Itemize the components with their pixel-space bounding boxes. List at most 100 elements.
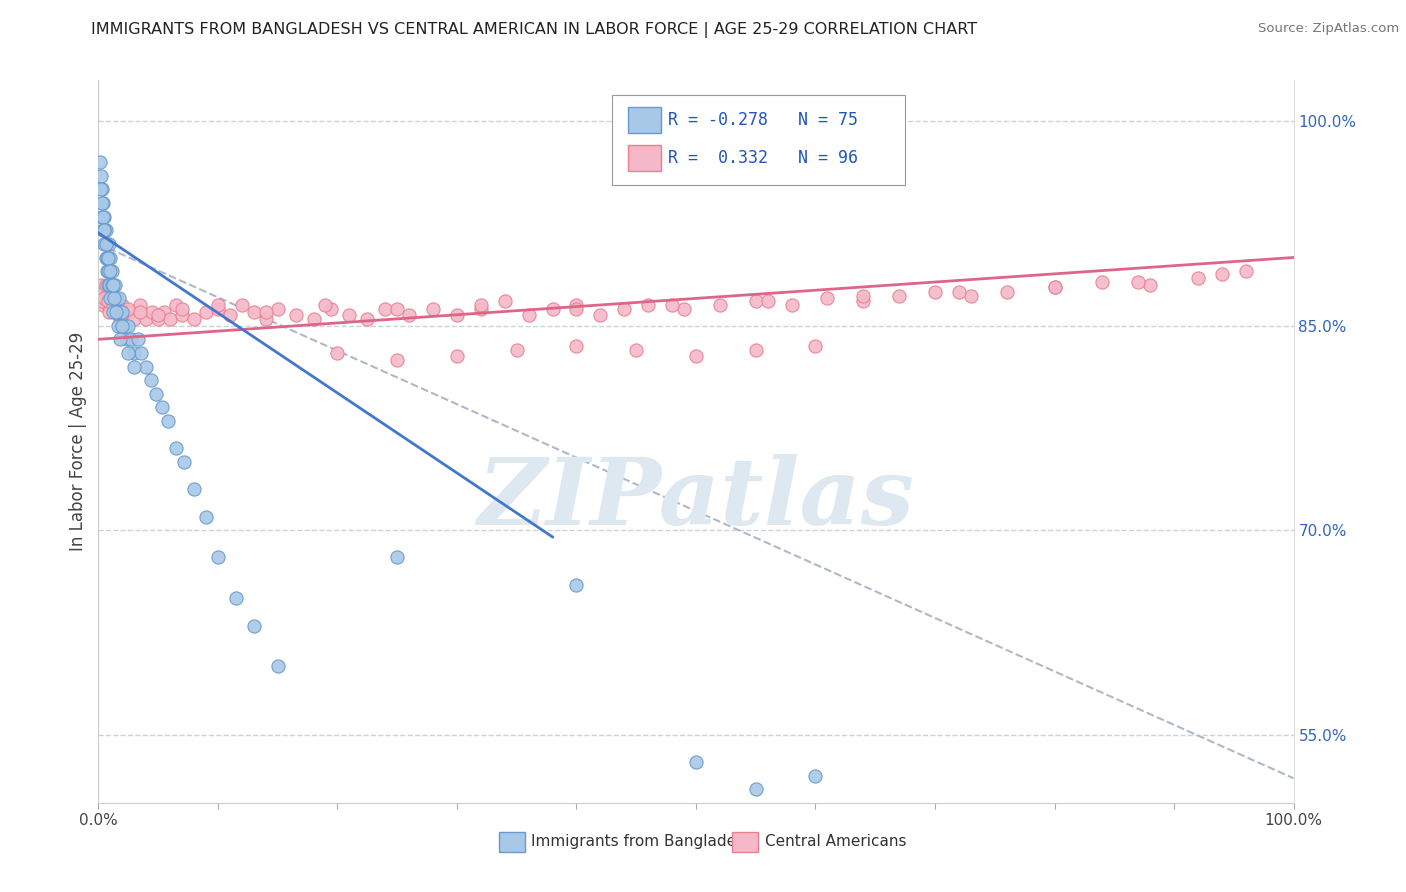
Point [120, 332, 142, 346]
Point [948, 285, 970, 299]
Point [98, 285, 122, 299]
Point [129, 305, 152, 319]
Point [124, 359, 146, 374]
Point [97, 264, 120, 278]
Text: Immigrants from Bangladesh: Immigrants from Bangladesh [531, 834, 754, 849]
Point [141, 305, 163, 319]
Point [374, 302, 396, 317]
Point [90, 277, 112, 292]
Point [98, 251, 122, 265]
Y-axis label: In Labor Force | Age 25-29: In Labor Force | Age 25-29 [69, 332, 87, 551]
Point [889, 288, 911, 302]
Point [108, 311, 131, 326]
Point [139, 373, 162, 387]
Point [565, 339, 588, 353]
Point [105, 305, 128, 319]
Point [111, 305, 134, 319]
Point [195, 305, 218, 319]
Point [117, 305, 139, 319]
Point [284, 308, 307, 322]
Point [565, 577, 588, 591]
Point [103, 292, 125, 306]
Point [470, 302, 492, 317]
Point [111, 318, 134, 333]
Point [804, 768, 827, 782]
Point [1043, 280, 1066, 294]
Point [98, 264, 122, 278]
Point [98, 277, 122, 292]
Point [90, 169, 112, 183]
Text: ZIPatlas: ZIPatlas [478, 454, 914, 544]
Point [356, 311, 378, 326]
Point [506, 343, 529, 358]
Point [673, 302, 696, 317]
Point [243, 618, 266, 632]
Point [101, 298, 124, 312]
Point [1211, 267, 1233, 281]
Point [207, 550, 229, 565]
Point [91, 292, 114, 306]
Point [815, 292, 838, 306]
Text: Central Americans: Central Americans [765, 834, 907, 849]
Point [637, 298, 659, 312]
Point [446, 349, 468, 363]
Point [565, 298, 588, 312]
Point [104, 277, 127, 292]
Point [111, 298, 134, 312]
Point [108, 308, 131, 322]
Point [135, 311, 157, 326]
Point [709, 298, 731, 312]
Point [685, 755, 707, 769]
Point [150, 401, 173, 415]
Point [225, 591, 247, 606]
Point [94, 251, 117, 265]
Point [101, 305, 124, 319]
Point [804, 339, 827, 353]
Point [124, 311, 146, 326]
FancyBboxPatch shape [613, 95, 905, 185]
Point [1091, 275, 1114, 289]
Point [517, 308, 540, 322]
Point [93, 292, 115, 306]
Point [156, 414, 179, 428]
Point [93, 236, 115, 251]
Point [104, 298, 127, 312]
Point [745, 294, 768, 309]
Point [89, 285, 111, 299]
Point [995, 285, 1018, 299]
Point [745, 343, 768, 358]
Point [98, 305, 121, 319]
Point [110, 318, 132, 333]
Point [93, 210, 115, 224]
Point [96, 251, 118, 265]
Point [1139, 277, 1161, 292]
Point [470, 298, 492, 312]
Point [254, 311, 277, 326]
Point [117, 346, 139, 360]
Point [661, 298, 683, 312]
Point [267, 659, 290, 673]
Text: R =  0.332   N = 96: R = 0.332 N = 96 [668, 149, 859, 167]
Point [1128, 275, 1150, 289]
Point [173, 455, 195, 469]
Point [91, 210, 114, 224]
Point [685, 349, 707, 363]
Point [94, 223, 117, 237]
Bar [628, 145, 661, 171]
Point [589, 308, 612, 322]
Point [172, 302, 194, 317]
Point [153, 305, 176, 319]
Point [148, 311, 170, 326]
Point [446, 308, 468, 322]
Point [100, 277, 122, 292]
Point [107, 292, 129, 306]
Bar [733, 831, 758, 852]
Bar [499, 831, 524, 852]
Point [339, 308, 361, 322]
Point [385, 352, 409, 367]
Point [385, 550, 409, 565]
Point [148, 308, 170, 322]
Point [626, 343, 648, 358]
Point [243, 305, 266, 319]
Point [960, 288, 983, 302]
